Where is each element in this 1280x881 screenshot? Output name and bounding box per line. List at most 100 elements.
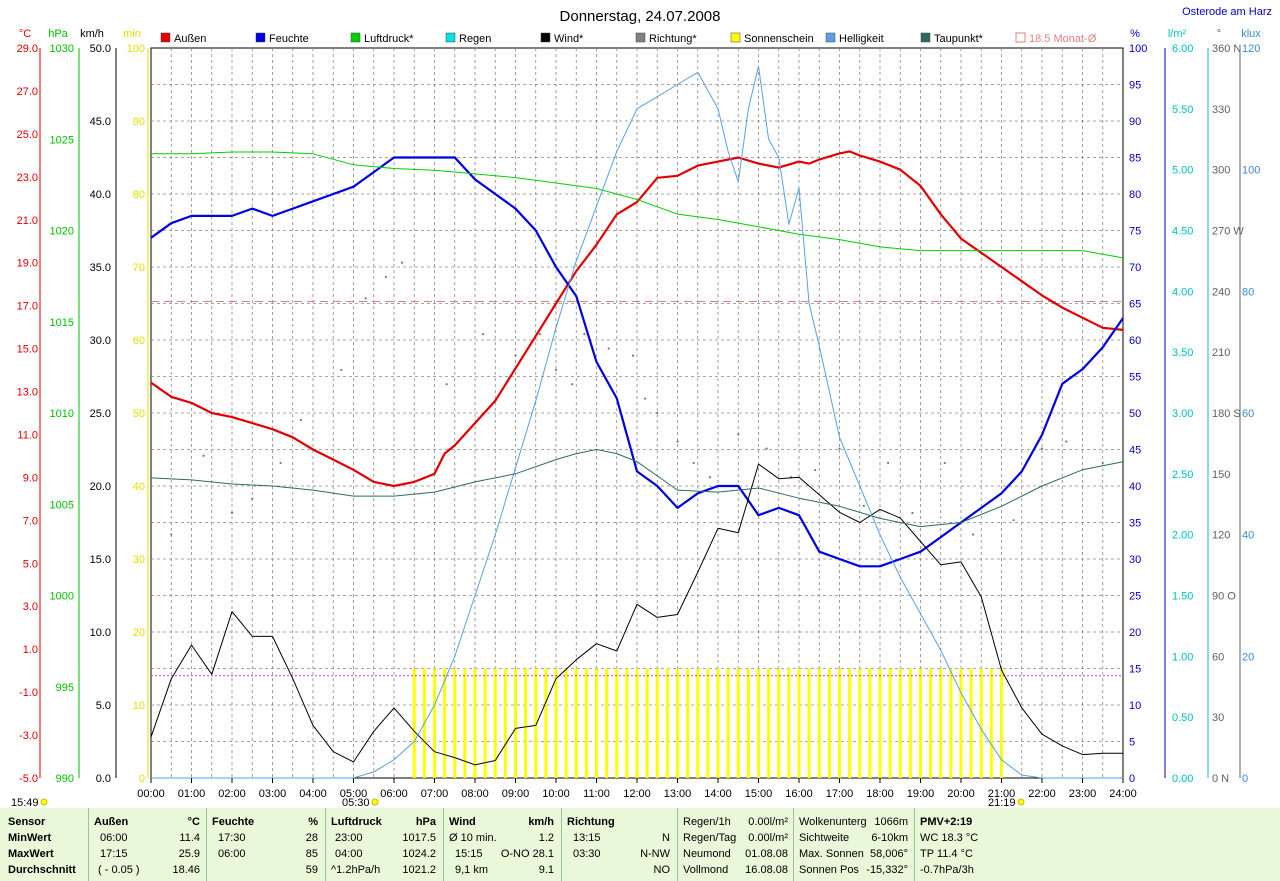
sunshine-bar bbox=[807, 668, 811, 778]
direction-point bbox=[202, 454, 205, 457]
direction-point bbox=[571, 383, 574, 386]
humidity-tick-label: 10 bbox=[1129, 700, 1141, 712]
direction-tick-label: 60 bbox=[1212, 651, 1224, 663]
x-tick-label: 02:00 bbox=[218, 788, 246, 800]
axis-unit: min bbox=[123, 28, 141, 40]
series-line-luftdruck bbox=[151, 151, 1124, 259]
stat-value: 1024.2 bbox=[402, 848, 436, 860]
sunshine-bar bbox=[908, 668, 912, 778]
axis-unit: °C bbox=[19, 28, 31, 40]
pressure-tick-label: 1030 bbox=[50, 43, 74, 55]
pressure-tick-label: 1005 bbox=[50, 499, 74, 511]
direction-point bbox=[943, 461, 946, 465]
sunshine-bar bbox=[483, 668, 487, 778]
x-tick-label: 00:00 bbox=[137, 788, 165, 800]
humidity-tick-label: 20 bbox=[1129, 627, 1141, 639]
sunshine-bar bbox=[544, 668, 548, 778]
sunset-label: 21:19 bbox=[988, 797, 1016, 808]
sunshine-bar bbox=[686, 668, 690, 778]
extra-key: Vollmond bbox=[683, 864, 729, 876]
direction-point bbox=[230, 511, 234, 515]
brightness-tick-label: 0 bbox=[1242, 773, 1248, 785]
stat-time: 03:30 bbox=[573, 848, 601, 860]
sunshine-bar bbox=[554, 668, 558, 778]
extra-key: Wolkenunterg bbox=[799, 816, 867, 828]
axis-unit: l/m² bbox=[1168, 28, 1187, 40]
legend-label: Taupunkt* bbox=[934, 33, 984, 45]
sunshine-bar bbox=[412, 668, 416, 778]
direction-point bbox=[251, 497, 254, 500]
direction-point bbox=[887, 461, 890, 465]
direction-point bbox=[814, 468, 817, 472]
direction-point bbox=[364, 297, 367, 300]
humidity-tick-label: 100 bbox=[1129, 43, 1147, 55]
sunshine-bar bbox=[635, 668, 639, 778]
sunshine-bar bbox=[493, 668, 497, 778]
extra-value: 16.08.08 bbox=[745, 864, 788, 876]
axis-unit: ° bbox=[1217, 28, 1221, 40]
stat-time: 13:15 bbox=[573, 832, 601, 844]
sunshine-bar bbox=[888, 668, 892, 778]
temp-tick-label: 21.0 bbox=[17, 215, 38, 227]
humidity-tick-label: 65 bbox=[1129, 299, 1141, 311]
rain-tick-label: 2.50 bbox=[1172, 469, 1193, 481]
pressure-tick-label: 1000 bbox=[50, 591, 74, 603]
temp-tick-label: 11.0 bbox=[17, 429, 38, 441]
stats-row-label: MaxWert bbox=[8, 848, 54, 860]
stat-value: 59 bbox=[305, 864, 318, 876]
direction-point bbox=[514, 354, 517, 357]
stats-row-label: MinWert bbox=[8, 832, 52, 844]
stat-value: 25.9 bbox=[178, 848, 200, 860]
legend-swatch bbox=[730, 32, 741, 43]
rain-tick-label: 5.50 bbox=[1172, 104, 1193, 116]
legend-swatch bbox=[1015, 32, 1026, 43]
sunshine-bar bbox=[615, 668, 619, 778]
sunshine-bar bbox=[514, 668, 517, 778]
sunset-marker bbox=[1017, 798, 1025, 806]
brightness-tick-label: 40 bbox=[1242, 530, 1254, 542]
sun-tick-label: 90 bbox=[133, 116, 145, 128]
x-tick-label: 22:00 bbox=[1028, 788, 1056, 800]
series-line-taupunkt bbox=[150, 449, 1124, 528]
legend-label: Luftdruck* bbox=[364, 33, 414, 45]
wind-tick-label: 5.0 bbox=[96, 700, 111, 712]
legend-label: Richtung* bbox=[649, 33, 697, 45]
sunshine-bar bbox=[959, 668, 963, 778]
humidity-tick-label: 55 bbox=[1129, 372, 1141, 384]
sunshine-bar bbox=[939, 668, 943, 778]
wind-tick-label: 15.0 bbox=[90, 554, 111, 566]
series-line-auen bbox=[150, 150, 1124, 488]
sunshine-bar bbox=[625, 668, 629, 778]
sunshine-bar bbox=[605, 668, 609, 778]
temp-tick-label: 3.0 bbox=[23, 601, 38, 613]
chart-title: Donnerstag, 24.07.2008 bbox=[560, 8, 721, 25]
stat-time: 9,1 km bbox=[455, 864, 489, 876]
temp-tick-label: -5.0 bbox=[19, 773, 38, 785]
sunshine-bar bbox=[787, 668, 791, 778]
weather-chart-svg: Donnerstag, 24.07.2008 Osterode am Harz Au… bbox=[11, 6, 1272, 809]
x-tick-label: 12:00 bbox=[623, 788, 651, 800]
x-tick-label: 14:00 bbox=[704, 788, 732, 800]
sunshine-bar bbox=[767, 668, 771, 778]
sunshine-bar bbox=[595, 668, 598, 778]
axis-unit: klux bbox=[1241, 28, 1261, 40]
sunshine-bar bbox=[665, 668, 669, 778]
direction-point bbox=[644, 397, 647, 400]
rain-tick-label: 1.50 bbox=[1172, 591, 1193, 603]
sunshine-bar bbox=[645, 668, 649, 778]
stat-time: 06:00 bbox=[218, 848, 246, 860]
sunshine-bar bbox=[919, 668, 922, 778]
sun-tick-label: 100 bbox=[127, 43, 145, 55]
extra-value: 6-10km bbox=[871, 832, 908, 844]
axis-unit: km/h bbox=[80, 28, 104, 40]
sunshine-bar bbox=[676, 668, 679, 778]
extra-key: -0.7hPa/3h bbox=[920, 864, 974, 876]
direction-tick-label: 150 bbox=[1212, 469, 1230, 481]
axis-unit: % bbox=[1130, 28, 1140, 40]
sunshine-bar bbox=[1000, 668, 1003, 778]
sunshine-bar bbox=[777, 668, 781, 778]
direction-point bbox=[631, 354, 635, 357]
direction-point bbox=[765, 447, 768, 450]
direction-point bbox=[482, 333, 485, 336]
